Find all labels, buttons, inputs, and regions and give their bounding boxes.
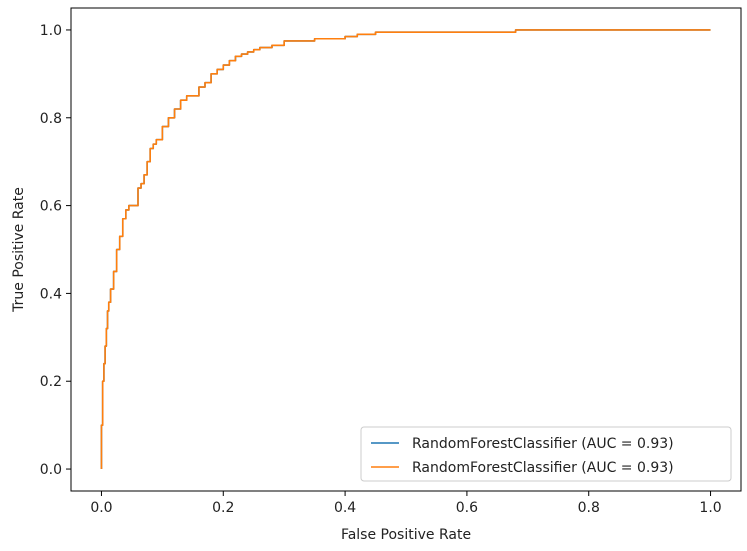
legend-label-1: RandomForestClassifier (AUC = 0.93) <box>412 436 674 452</box>
y-tick-label: 0.0 <box>40 462 62 478</box>
y-tick-label: 0.8 <box>40 111 62 127</box>
legend: RandomForestClassifier (AUC = 0.93) Rando… <box>360 426 732 482</box>
x-tick-label: 0.6 <box>456 500 478 516</box>
x-tick-label: 0.8 <box>578 500 600 516</box>
y-tick-label: 0.4 <box>40 286 62 302</box>
series-layer <box>100 29 711 470</box>
y-tick-label: 0.6 <box>40 199 62 215</box>
legend-label-2: RandomForestClassifier (AUC = 0.93) <box>412 460 674 476</box>
x-tick-label: 0.0 <box>90 500 112 516</box>
legend-box <box>360 426 732 482</box>
x-axis-label: False Positive Rate <box>341 527 471 543</box>
y-axis-ticks: 0.0 0.2 0.4 0.6 0.8 1.0 <box>40 23 71 478</box>
plot-frame <box>70 7 742 492</box>
y-tick-label: 1.0 <box>40 23 62 39</box>
x-tick-label: 0.2 <box>212 500 234 516</box>
y-tick-label: 0.2 <box>40 374 62 390</box>
y-axis-label: True Positive Rate <box>11 187 27 313</box>
x-tick-label: 0.4 <box>334 500 356 516</box>
x-tick-label: 1.0 <box>699 500 721 516</box>
x-axis-ticks: 0.0 0.2 0.4 0.6 0.8 1.0 <box>90 491 722 516</box>
roc-curve-series-2 <box>100 29 711 470</box>
